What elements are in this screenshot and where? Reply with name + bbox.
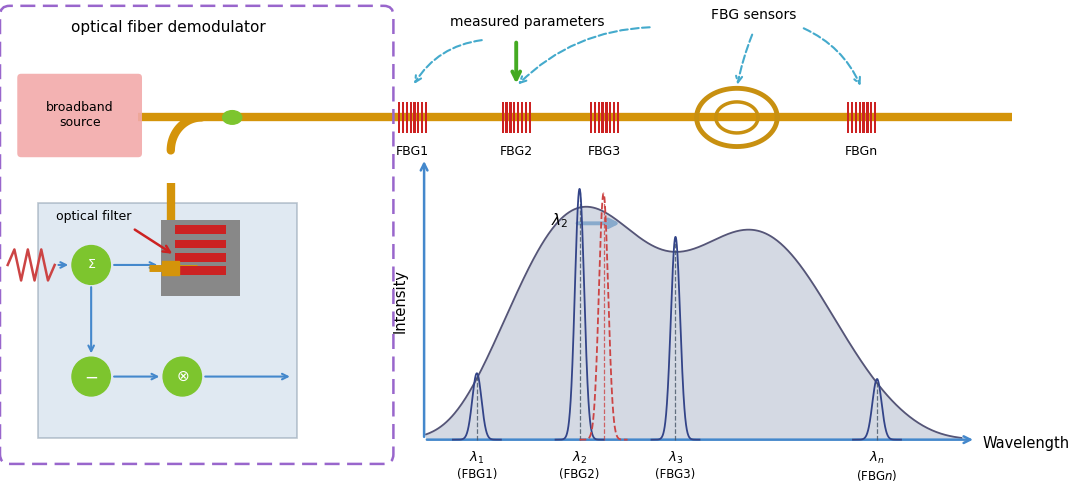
Text: Intensity: Intensity xyxy=(393,270,407,333)
Bar xyxy=(859,102,861,133)
Text: (FBG2): (FBG2) xyxy=(559,468,599,481)
Circle shape xyxy=(72,357,110,396)
Bar xyxy=(597,102,599,133)
Text: $\lambda_n$: $\lambda_n$ xyxy=(869,450,885,467)
Bar xyxy=(609,102,611,133)
Bar xyxy=(162,261,179,275)
Bar xyxy=(402,102,404,133)
Text: (FBG$n$): (FBG$n$) xyxy=(856,468,897,483)
Bar xyxy=(613,102,616,133)
Bar xyxy=(161,220,240,296)
Text: broadband
source: broadband source xyxy=(45,101,113,129)
Bar xyxy=(409,102,411,133)
Bar xyxy=(851,102,853,133)
Bar xyxy=(863,102,865,133)
Text: optical fiber demodulator: optical fiber demodulator xyxy=(70,20,266,35)
Text: $\lambda_2$: $\lambda_2$ xyxy=(572,450,588,467)
Bar xyxy=(175,266,227,275)
Text: $\lambda_1$: $\lambda_1$ xyxy=(469,450,485,467)
Bar xyxy=(870,102,873,133)
Bar xyxy=(501,102,504,133)
Text: optical filter: optical filter xyxy=(56,210,132,223)
Bar xyxy=(605,102,608,133)
Bar xyxy=(421,102,423,133)
Bar xyxy=(175,225,227,234)
FancyBboxPatch shape xyxy=(17,74,141,157)
Text: FBG3: FBG3 xyxy=(588,144,621,157)
Circle shape xyxy=(163,357,202,396)
Bar xyxy=(874,102,876,133)
Text: $\otimes$: $\otimes$ xyxy=(176,369,189,384)
Bar xyxy=(510,102,512,133)
Text: FBG sensors: FBG sensors xyxy=(711,8,796,22)
Bar xyxy=(414,102,416,133)
Bar xyxy=(602,102,604,133)
Bar xyxy=(617,102,619,133)
Text: $\lambda_2$: $\lambda_2$ xyxy=(551,211,568,230)
Ellipse shape xyxy=(222,111,242,124)
Bar xyxy=(521,102,523,133)
Text: $-$: $-$ xyxy=(84,368,98,385)
Text: Wavelength: Wavelength xyxy=(983,436,1069,451)
Bar xyxy=(525,102,527,133)
Text: FBG2: FBG2 xyxy=(500,144,532,157)
Text: FBG1: FBG1 xyxy=(396,144,429,157)
Bar xyxy=(517,102,519,133)
Bar xyxy=(505,102,508,133)
Text: (FBG3): (FBG3) xyxy=(656,468,696,481)
Text: $\lambda_3$: $\lambda_3$ xyxy=(667,450,684,467)
Bar xyxy=(175,240,227,248)
Text: FBGn: FBGn xyxy=(845,144,878,157)
Text: (FBG1): (FBG1) xyxy=(457,468,497,481)
Bar xyxy=(854,102,858,133)
Bar xyxy=(594,102,596,133)
Text: $\Sigma$: $\Sigma$ xyxy=(86,258,96,271)
Circle shape xyxy=(72,245,110,284)
Bar xyxy=(175,253,227,262)
Text: measured parameters: measured parameters xyxy=(450,15,605,29)
Bar xyxy=(406,102,408,133)
Bar xyxy=(399,102,401,133)
Bar xyxy=(39,203,297,438)
Bar xyxy=(866,102,868,133)
Bar xyxy=(590,102,592,133)
Bar xyxy=(513,102,515,133)
Bar xyxy=(528,102,530,133)
Bar xyxy=(417,102,419,133)
Bar xyxy=(424,102,428,133)
Bar xyxy=(847,102,849,133)
